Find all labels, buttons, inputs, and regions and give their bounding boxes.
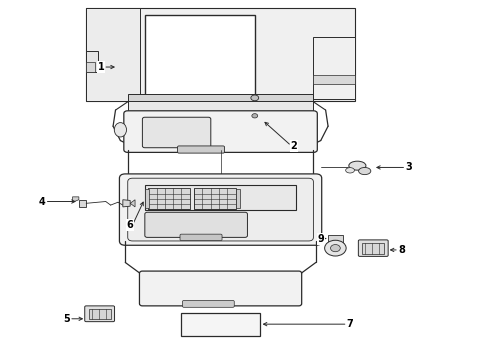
Bar (314, 75, 355, 84)
Ellipse shape (359, 167, 371, 175)
Text: 1: 1 (98, 62, 104, 72)
Bar (362, 243, 384, 253)
FancyBboxPatch shape (124, 111, 318, 152)
Ellipse shape (345, 168, 354, 173)
FancyBboxPatch shape (120, 174, 322, 245)
Bar (86, 8, 140, 101)
Bar (145, 185, 296, 211)
Text: 2: 2 (291, 141, 297, 151)
Bar (194, 113, 208, 119)
Bar (86, 8, 355, 101)
FancyBboxPatch shape (140, 271, 302, 306)
Bar (181, 313, 260, 336)
Bar (89, 309, 111, 319)
Bar (172, 113, 186, 119)
FancyBboxPatch shape (177, 146, 224, 153)
FancyBboxPatch shape (85, 306, 115, 321)
Text: 4: 4 (39, 197, 46, 207)
FancyBboxPatch shape (182, 301, 234, 307)
Bar (86, 62, 95, 72)
Bar (148, 188, 190, 209)
Text: 6: 6 (127, 220, 134, 230)
FancyBboxPatch shape (143, 117, 211, 148)
FancyBboxPatch shape (180, 234, 222, 240)
Polygon shape (130, 200, 135, 207)
Text: 7: 7 (347, 319, 353, 329)
Polygon shape (123, 200, 130, 207)
Polygon shape (79, 200, 86, 207)
Ellipse shape (114, 123, 126, 137)
Circle shape (325, 240, 346, 256)
Circle shape (252, 114, 258, 118)
Bar (157, 112, 284, 120)
Polygon shape (73, 197, 79, 202)
FancyBboxPatch shape (128, 178, 314, 241)
FancyBboxPatch shape (358, 240, 388, 256)
Text: 5: 5 (63, 314, 70, 324)
Text: 8: 8 (398, 245, 405, 255)
Bar (128, 101, 314, 114)
Bar (328, 234, 343, 243)
Ellipse shape (349, 161, 366, 170)
Bar (194, 188, 236, 209)
Bar (128, 94, 314, 102)
FancyBboxPatch shape (145, 212, 247, 237)
Text: 3: 3 (405, 162, 412, 172)
Circle shape (251, 95, 259, 101)
Bar (145, 15, 255, 96)
Bar (216, 113, 230, 119)
Text: 9: 9 (318, 234, 324, 244)
Bar (236, 189, 240, 208)
Bar (145, 189, 149, 208)
Bar (314, 37, 355, 99)
Circle shape (331, 244, 340, 252)
Bar (86, 51, 98, 72)
